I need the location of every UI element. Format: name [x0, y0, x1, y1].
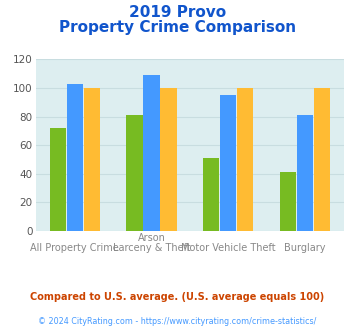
- Bar: [160, 88, 176, 231]
- Bar: [203, 158, 219, 231]
- Bar: [143, 75, 160, 231]
- Text: 2019 Provo: 2019 Provo: [129, 5, 226, 20]
- Bar: [66, 84, 83, 231]
- Text: Larceny & Theft: Larceny & Theft: [113, 243, 190, 252]
- Bar: [297, 115, 313, 231]
- Bar: [126, 115, 143, 231]
- Text: All Property Crime: All Property Crime: [30, 243, 119, 252]
- Text: Compared to U.S. average. (U.S. average equals 100): Compared to U.S. average. (U.S. average …: [31, 292, 324, 302]
- Text: Burglary: Burglary: [284, 243, 326, 252]
- Bar: [237, 88, 253, 231]
- Legend: Provo, Utah, National: Provo, Utah, National: [71, 326, 309, 330]
- Text: Property Crime Comparison: Property Crime Comparison: [59, 20, 296, 35]
- Text: Arson: Arson: [137, 233, 165, 243]
- Bar: [314, 88, 330, 231]
- Text: Motor Vehicle Theft: Motor Vehicle Theft: [181, 243, 276, 252]
- Text: © 2024 CityRating.com - https://www.cityrating.com/crime-statistics/: © 2024 CityRating.com - https://www.city…: [38, 317, 317, 326]
- Bar: [220, 95, 236, 231]
- Bar: [83, 88, 100, 231]
- Bar: [280, 172, 296, 231]
- Bar: [50, 128, 66, 231]
